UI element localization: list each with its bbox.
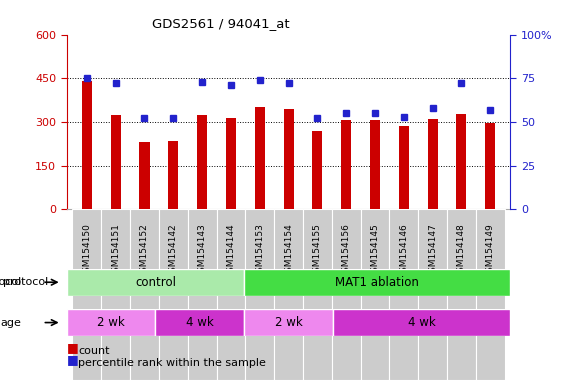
Bar [244,269,510,296]
Text: 4 wk: 4 wk [408,316,436,329]
Bar [274,209,303,380]
Bar [284,109,293,209]
Bar [226,118,236,209]
Bar [82,81,92,209]
Bar [197,115,207,209]
Text: GSM154145: GSM154145 [371,223,379,278]
Bar [111,115,121,209]
Bar [244,309,333,336]
Bar [456,114,466,209]
Text: 2 wk: 2 wk [275,316,302,329]
Bar [332,209,361,380]
Bar [159,209,188,380]
Text: GSM154143: GSM154143 [198,223,206,278]
Bar [255,108,265,209]
Text: ■: ■ [67,353,82,366]
Text: 2 wk: 2 wk [97,316,125,329]
Text: GSM154152: GSM154152 [140,223,149,278]
Bar [130,209,159,380]
Bar [333,309,510,336]
Text: GSM154148: GSM154148 [457,223,466,278]
Text: GSM154151: GSM154151 [111,223,120,278]
Text: GSM154146: GSM154146 [399,223,408,278]
Text: GSM154142: GSM154142 [169,223,178,278]
Text: age: age [0,318,21,328]
Text: GSM154155: GSM154155 [313,223,322,278]
Text: GSM154144: GSM154144 [226,223,235,278]
Bar [216,209,245,380]
Text: percentile rank within the sample: percentile rank within the sample [78,358,266,368]
Bar [67,309,155,336]
Bar [139,142,150,209]
Text: GSM154153: GSM154153 [255,223,264,278]
Bar [312,131,322,209]
Bar [168,141,178,209]
Text: GSM154149: GSM154149 [485,223,495,278]
Bar [72,209,102,380]
Bar [427,119,438,209]
Bar [476,209,505,380]
Bar [418,209,447,380]
Bar [188,209,216,380]
Text: count: count [78,346,110,356]
Text: GSM154156: GSM154156 [342,223,351,278]
Bar [447,209,476,380]
Text: MAT1 ablation: MAT1 ablation [335,276,419,289]
Text: protocol: protocol [3,277,48,287]
Bar [245,209,274,380]
Bar [303,209,332,380]
Bar [341,121,351,209]
Bar [361,209,389,380]
Text: 4 wk: 4 wk [186,316,213,329]
Text: GDS2561 / 94041_at: GDS2561 / 94041_at [151,17,289,30]
Text: control: control [135,276,176,289]
Bar [155,309,244,336]
Bar [389,209,418,380]
Text: protocol: protocol [0,277,21,287]
Text: ■: ■ [67,341,82,354]
Bar [485,122,495,209]
Bar [370,121,380,209]
Text: GSM154150: GSM154150 [82,223,92,278]
Text: GSM154154: GSM154154 [284,223,293,278]
Bar [67,269,244,296]
Text: GSM154147: GSM154147 [428,223,437,278]
Bar [399,126,409,209]
Bar [102,209,130,380]
